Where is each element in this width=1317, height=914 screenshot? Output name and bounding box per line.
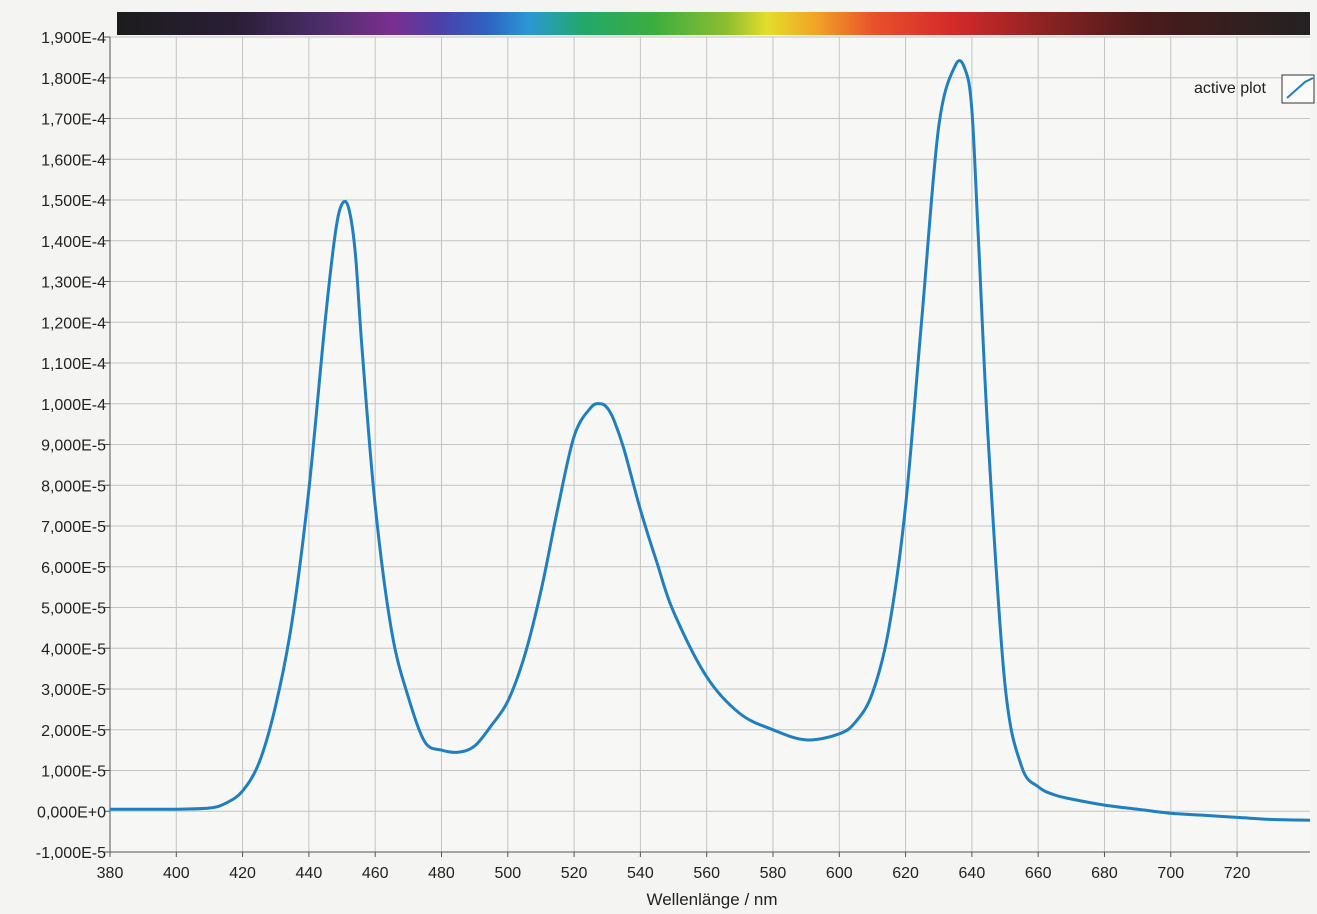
- y-tick-labels: 1,900E-4 1,800E-4 1,700E-4 1,600E-4 1,500E-4…: [36, 30, 110, 862]
- x-tick-label: 420: [229, 865, 256, 882]
- y-tick-label: 1,100E-4: [41, 356, 106, 373]
- y-tick-label: 7,000E-5: [41, 519, 106, 536]
- x-tick-label: 660: [1025, 865, 1052, 882]
- y-tick-label: 1,800E-4: [41, 71, 106, 88]
- y-tick-label: 1,300E-4: [41, 275, 106, 292]
- y-tick-label: 2,000E-5: [41, 723, 106, 740]
- x-tick-label: 440: [296, 865, 323, 882]
- x-tick-label: 400: [163, 865, 190, 882]
- series-group: [109, 59, 1311, 822]
- x-axis-title: Wellenlänge / nm: [646, 890, 777, 909]
- y-tick-label: 1,400E-4: [41, 234, 106, 251]
- legend-label: active plot: [1194, 80, 1267, 97]
- x-tick-label: 460: [362, 865, 389, 882]
- x-tick-label: 540: [627, 865, 654, 882]
- x-tick-labels: 380 400 420 440 460 480 500 520 540 560 580 600 620 6…: [97, 852, 1251, 882]
- y-tick-label: 1,700E-4: [41, 112, 106, 129]
- y-tick-label: -1,000E-5: [36, 845, 106, 862]
- y-tick-label: 0,000E+0: [37, 804, 106, 821]
- x-tick-label: 480: [428, 865, 455, 882]
- x-tick-label: 500: [494, 865, 521, 882]
- y-tick-label: 1,000E-5: [41, 764, 106, 781]
- grid: [109, 36, 1310, 853]
- y-tick-label: 5,000E-5: [41, 601, 106, 618]
- x-tick-label: 720: [1224, 865, 1251, 882]
- x-tick-label: 640: [959, 865, 986, 882]
- y-tick-label: 8,000E-5: [41, 478, 106, 495]
- x-tick-label: 560: [693, 865, 720, 882]
- x-tick-label: 580: [760, 865, 787, 882]
- x-tick-label: 680: [1091, 865, 1118, 882]
- y-tick-label: 9,000E-5: [41, 438, 106, 455]
- y-tick-label: 1,200E-4: [41, 315, 106, 332]
- y-tick-label: 1,900E-4: [41, 30, 106, 47]
- spectrum-bar: [117, 12, 1310, 35]
- y-tick-label: 1,600E-4: [41, 152, 106, 169]
- x-tick-label: 600: [826, 865, 853, 882]
- x-tick-label: 700: [1157, 865, 1184, 882]
- legend-line-icon: [1286, 77, 1314, 99]
- y-tick-label: 1,000E-4: [41, 397, 106, 414]
- legend[interactable]: active plot: [1194, 74, 1315, 104]
- y-tick-label: 1,500E-4: [41, 193, 106, 210]
- x-tick-label: 620: [892, 865, 919, 882]
- x-tick-label: 520: [561, 865, 588, 882]
- series-line-active-plot: [109, 59, 1311, 822]
- x-tick-label: 380: [97, 865, 124, 882]
- y-tick-label: 4,000E-5: [41, 641, 106, 658]
- y-tick-label: 3,000E-5: [41, 682, 106, 699]
- y-tick-label: 6,000E-5: [41, 560, 106, 577]
